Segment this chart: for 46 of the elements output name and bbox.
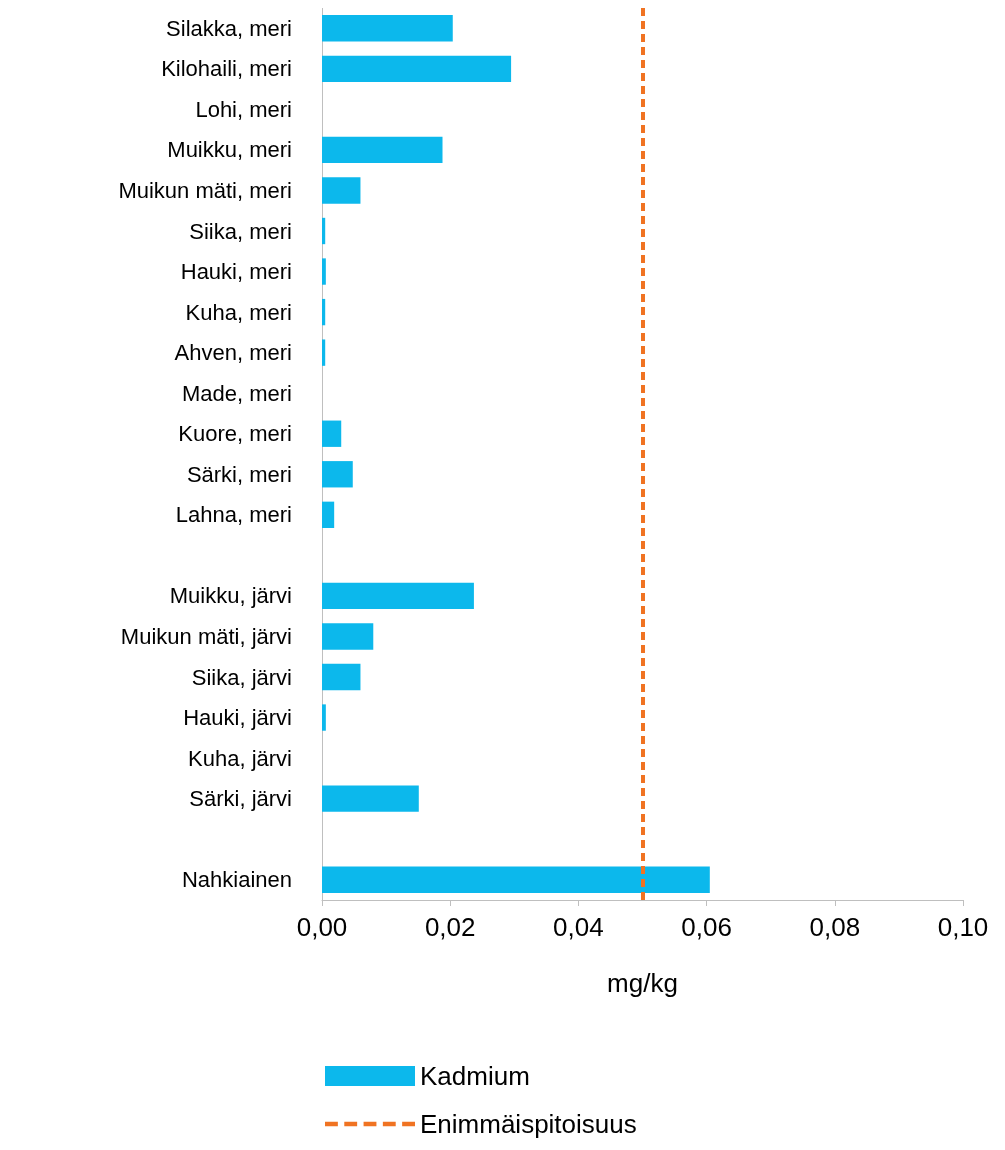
y-tick-label: Kuore, meri xyxy=(178,421,292,447)
y-tick-label: Ahven, meri xyxy=(174,340,292,366)
y-tick-label: Lohi, meri xyxy=(195,96,292,122)
y-tick-label: Särki, järvi xyxy=(189,786,292,812)
y-tick-label: Silakka, meri xyxy=(166,15,292,41)
bar xyxy=(322,866,710,893)
bar xyxy=(322,663,361,691)
bar xyxy=(322,217,326,245)
y-tick-label: Siika, meri xyxy=(189,218,292,244)
y-tick-label: Kilohaili, meri xyxy=(161,56,292,82)
y-tick-label: Siika, järvi xyxy=(191,664,292,690)
x-tick-label: 0,00 xyxy=(296,912,348,942)
y-tick-label: Muikun mäti, meri xyxy=(118,177,292,203)
bar xyxy=(322,15,453,42)
bar xyxy=(322,461,353,488)
bar xyxy=(322,501,335,528)
x-tick-label: 0,10 xyxy=(937,912,989,942)
x-tick-label: 0,06 xyxy=(681,912,732,942)
y-tick-label: Muikku, järvi xyxy=(169,583,292,609)
y-tick-label: Hauki, meri xyxy=(180,259,292,285)
legend-label: Kadmium xyxy=(420,1061,530,1091)
bar xyxy=(322,177,361,204)
x-tick-label: 0,02 xyxy=(424,912,476,942)
y-tick-label: Muikun mäti, järvi xyxy=(120,623,292,649)
y-tick-label: Nahkiainen xyxy=(181,867,292,893)
y-tick-label: Särki, meri xyxy=(186,461,292,487)
x-axis-title: mg/kg xyxy=(607,968,678,998)
legend-label: Enimmäispitoisuus xyxy=(420,1109,637,1139)
y-tick-label: Kuha, järvi xyxy=(188,745,292,771)
bar xyxy=(322,623,374,650)
bar xyxy=(322,785,419,812)
bar xyxy=(322,55,512,82)
bar xyxy=(322,298,326,326)
bar xyxy=(322,420,342,447)
y-tick-label: Lahna, meri xyxy=(175,502,292,528)
bar xyxy=(322,136,443,164)
y-tick-label: Kuha, meri xyxy=(185,299,292,325)
bar xyxy=(322,582,474,610)
x-tick-label: 0,04 xyxy=(553,912,604,942)
y-tick-label: Hauki, järvi xyxy=(183,705,292,731)
bar xyxy=(322,339,326,366)
bar xyxy=(322,258,326,285)
y-tick-label: Made, meri xyxy=(181,380,292,406)
bar xyxy=(322,704,326,731)
x-tick-label: 0,08 xyxy=(809,912,861,942)
y-tick-label: Muikku, meri xyxy=(167,137,292,163)
